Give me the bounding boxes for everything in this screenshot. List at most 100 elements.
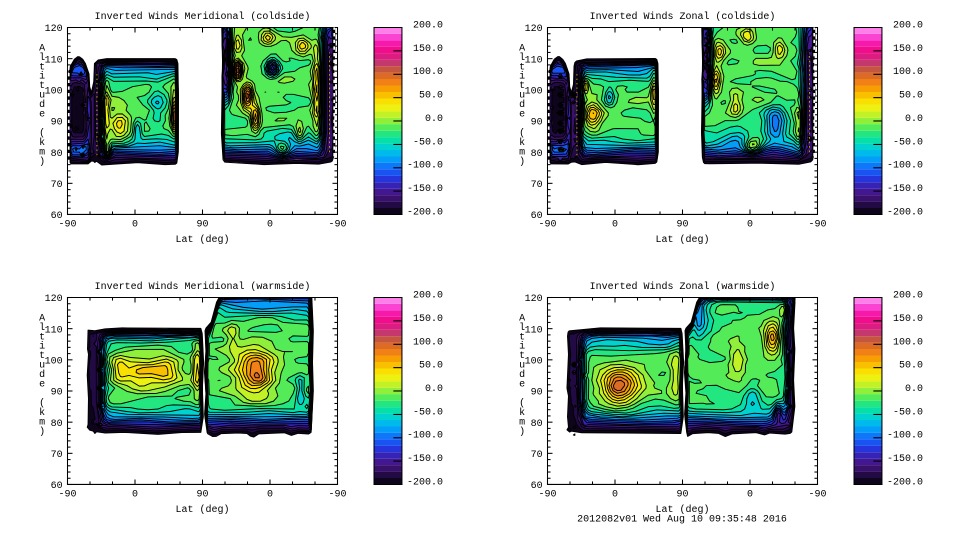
svg-text:m: m [519,416,525,427]
svg-text:-150.0: -150.0 [407,453,443,464]
svg-text:t: t [39,61,45,72]
svg-text:-90: -90 [809,489,827,500]
svg-text:-90: -90 [539,219,557,230]
svg-text:e: e [519,379,525,390]
svg-text:m: m [39,416,45,427]
svg-text:100.0: 100.0 [893,336,923,347]
svg-text:A: A [39,312,45,323]
svg-text:Lat (deg): Lat (deg) [176,504,230,515]
svg-text:120: 120 [525,293,543,304]
svg-text:-150.0: -150.0 [887,183,923,194]
svg-text:80: 80 [51,148,63,159]
svg-text:t: t [519,80,525,91]
svg-text:0.0: 0.0 [425,383,443,394]
svg-text:-100.0: -100.0 [407,160,443,171]
svg-text:t: t [519,331,525,342]
svg-text:): ) [39,156,45,167]
svg-text:-90: -90 [329,489,347,500]
svg-text:200.0: 200.0 [893,290,923,301]
svg-text:Lat (deg): Lat (deg) [656,234,710,245]
svg-text:100: 100 [45,85,63,96]
svg-text:A: A [519,312,525,323]
svg-text:70: 70 [51,449,63,460]
svg-text:): ) [519,426,525,437]
svg-text:0: 0 [747,489,753,500]
svg-text:): ) [39,426,45,437]
svg-text:0.0: 0.0 [425,113,443,124]
svg-text:90: 90 [51,117,63,128]
svg-text:A: A [39,42,45,53]
svg-text:e: e [519,109,525,120]
svg-text:60: 60 [51,210,63,221]
svg-text:(: ( [39,128,45,139]
svg-text:80: 80 [531,148,543,159]
svg-text:80: 80 [51,418,63,429]
svg-text:90: 90 [531,387,543,398]
svg-text:k: k [519,407,525,418]
svg-text:90: 90 [677,219,689,230]
svg-text:200.0: 200.0 [413,290,443,301]
svg-text:-50.0: -50.0 [413,406,443,417]
svg-text:80: 80 [531,418,543,429]
svg-text:110: 110 [525,54,543,65]
svg-text:90: 90 [197,489,209,500]
svg-text:150.0: 150.0 [413,313,443,324]
svg-text:-100.0: -100.0 [887,430,923,441]
svg-text:110: 110 [45,324,63,335]
svg-text:100: 100 [45,355,63,366]
svg-text:): ) [519,156,525,167]
svg-text:50.0: 50.0 [899,90,923,101]
svg-text:-150.0: -150.0 [407,183,443,194]
svg-text:-50.0: -50.0 [893,406,923,417]
svg-text:110: 110 [45,54,63,65]
svg-text:60: 60 [531,480,543,491]
svg-text:l: l [39,322,45,333]
svg-text:2012082v01 Wed Aug 10 09:35:48: 2012082v01 Wed Aug 10 09:35:48 2016 [577,514,787,525]
svg-text:150.0: 150.0 [893,313,923,324]
svg-text:120: 120 [45,293,63,304]
svg-text:120: 120 [525,23,543,34]
svg-text:t: t [519,350,525,361]
svg-text:A: A [519,42,525,53]
svg-text:Inverted Winds Meridional (col: Inverted Winds Meridional (coldside) [95,11,311,22]
svg-text:Inverted Winds Zonal (coldside: Inverted Winds Zonal (coldside) [590,11,776,22]
svg-text:Inverted Winds Zonal (warmside: Inverted Winds Zonal (warmside) [590,281,776,292]
svg-text:70: 70 [531,179,543,190]
svg-text:-90: -90 [809,219,827,230]
svg-text:-200.0: -200.0 [407,477,443,488]
svg-text:m: m [39,146,45,157]
svg-text:-90: -90 [59,489,77,500]
svg-text:0: 0 [132,219,138,230]
svg-text:100: 100 [525,85,543,96]
svg-text:d: d [519,99,525,110]
svg-text:70: 70 [51,179,63,190]
svg-text:50.0: 50.0 [899,360,923,371]
svg-text:-200.0: -200.0 [887,477,923,488]
svg-text:90: 90 [197,219,209,230]
svg-text:60: 60 [51,480,63,491]
svg-text:0: 0 [267,489,273,500]
svg-text:200.0: 200.0 [893,20,923,31]
svg-text:(: ( [519,398,525,409]
svg-text:k: k [39,407,45,418]
svg-text:d: d [39,369,45,380]
svg-text:0: 0 [267,219,273,230]
svg-text:0: 0 [747,219,753,230]
svg-text:100: 100 [525,355,543,366]
svg-text:d: d [39,99,45,110]
svg-text:d: d [519,369,525,380]
svg-text:m: m [519,146,525,157]
svg-text:u: u [39,360,45,371]
svg-text:-50.0: -50.0 [413,136,443,147]
svg-text:u: u [519,360,525,371]
svg-text:t: t [39,331,45,342]
svg-text:110: 110 [525,324,543,335]
svg-text:u: u [39,90,45,101]
svg-text:Inverted Winds Meridional (war: Inverted Winds Meridional (warmside) [95,281,311,292]
svg-text:e: e [39,379,45,390]
svg-text:0: 0 [612,489,618,500]
svg-text:50.0: 50.0 [419,90,443,101]
svg-text:100.0: 100.0 [413,336,443,347]
svg-text:i: i [39,341,45,352]
svg-text:(: ( [519,128,525,139]
